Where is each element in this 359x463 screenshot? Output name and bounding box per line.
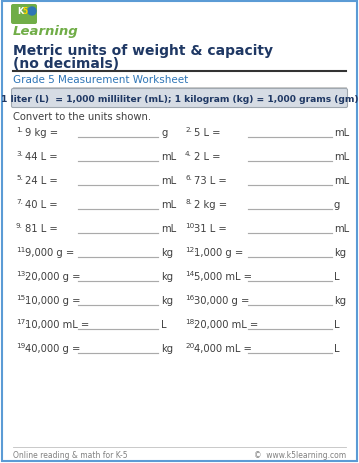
Text: 81 L =: 81 L = [25, 224, 58, 234]
Text: 31 L =: 31 L = [194, 224, 227, 234]
Text: L: L [334, 320, 340, 330]
Text: kg: kg [161, 344, 173, 354]
Text: g: g [334, 200, 340, 210]
Text: 11.: 11. [16, 246, 28, 252]
Text: 40 L =: 40 L = [25, 200, 58, 210]
Text: (no decimals): (no decimals) [13, 57, 119, 71]
Text: ©  www.k5learning.com: © www.k5learning.com [254, 450, 346, 459]
Text: g: g [161, 128, 167, 138]
Text: 2.: 2. [185, 127, 192, 133]
Text: 14.: 14. [185, 270, 196, 276]
Text: 20,000 mL =: 20,000 mL = [194, 320, 258, 330]
Text: Grade 5 Measurement Worksheet: Grade 5 Measurement Worksheet [13, 75, 188, 85]
Text: mL: mL [334, 224, 349, 234]
Text: mL: mL [334, 128, 349, 138]
Text: 9.: 9. [16, 223, 23, 229]
FancyBboxPatch shape [11, 5, 37, 25]
Text: mL: mL [161, 224, 176, 234]
Text: Convert to the units shown.: Convert to the units shown. [13, 112, 151, 122]
Text: mL: mL [161, 152, 176, 162]
Text: 10,000 g =: 10,000 g = [25, 296, 80, 306]
Text: kg: kg [334, 248, 346, 258]
Text: Learning: Learning [13, 25, 79, 38]
Text: 18.: 18. [185, 319, 196, 324]
Text: kg: kg [161, 296, 173, 306]
Text: 9 kg =: 9 kg = [25, 128, 58, 138]
Text: 10,000 mL =: 10,000 mL = [25, 320, 89, 330]
Text: 5,000 mL =: 5,000 mL = [194, 272, 252, 282]
Text: 24 L =: 24 L = [25, 176, 58, 186]
Text: 5: 5 [22, 6, 27, 15]
Text: 12.: 12. [185, 246, 196, 252]
Text: 30,000 g =: 30,000 g = [194, 296, 250, 306]
Text: 20.: 20. [185, 342, 196, 348]
Text: 40,000 g =: 40,000 g = [25, 344, 80, 354]
Text: mL: mL [334, 176, 349, 186]
Text: kg: kg [161, 272, 173, 282]
Text: mL: mL [161, 200, 176, 210]
Text: 20,000 g =: 20,000 g = [25, 272, 80, 282]
Text: L: L [334, 272, 340, 282]
FancyBboxPatch shape [11, 89, 348, 108]
Text: 10.: 10. [185, 223, 196, 229]
Text: L: L [161, 320, 167, 330]
Text: Metric units of weight & capacity: Metric units of weight & capacity [13, 44, 273, 58]
Text: 1.: 1. [16, 127, 23, 133]
Text: mL: mL [334, 152, 349, 162]
Text: K: K [17, 6, 23, 15]
Text: 7.: 7. [16, 199, 23, 205]
Text: 13.: 13. [16, 270, 28, 276]
Circle shape [28, 8, 36, 16]
Text: 4,000 mL =: 4,000 mL = [194, 344, 252, 354]
Text: 8.: 8. [185, 199, 192, 205]
Text: kg: kg [334, 296, 346, 306]
Text: 73 L =: 73 L = [194, 176, 227, 186]
Text: 17.: 17. [16, 319, 28, 324]
Text: 9,000 g =: 9,000 g = [25, 248, 74, 258]
Text: 1,000 g =: 1,000 g = [194, 248, 243, 258]
Text: 16.: 16. [185, 294, 196, 300]
Text: 3.: 3. [16, 150, 23, 156]
Text: 1 liter (L)  = 1,000 milliliter (mL); 1 kilogram (kg) = 1,000 grams (gm): 1 liter (L) = 1,000 milliliter (mL); 1 k… [1, 94, 359, 103]
Text: 15.: 15. [16, 294, 28, 300]
Text: 6.: 6. [185, 175, 192, 181]
Text: 19.: 19. [16, 342, 28, 348]
Text: 5 L =: 5 L = [194, 128, 220, 138]
Text: mL: mL [161, 176, 176, 186]
Text: kg: kg [161, 248, 173, 258]
Text: 44 L =: 44 L = [25, 152, 58, 162]
Text: Online reading & math for K-5: Online reading & math for K-5 [13, 450, 128, 459]
Text: L: L [334, 344, 340, 354]
Text: 4.: 4. [185, 150, 192, 156]
Text: 5.: 5. [16, 175, 23, 181]
Text: 2 L =: 2 L = [194, 152, 220, 162]
Text: 2 kg =: 2 kg = [194, 200, 227, 210]
